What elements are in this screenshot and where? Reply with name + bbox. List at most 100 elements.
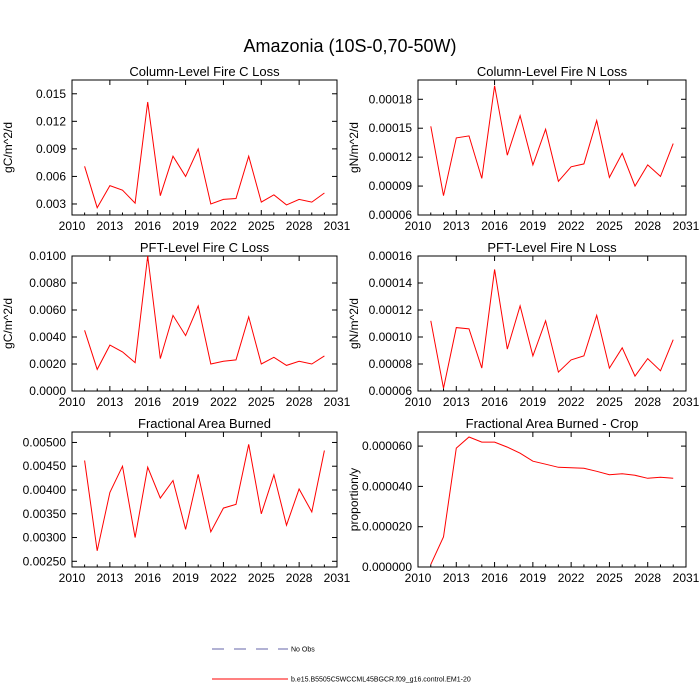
legend-no-obs-label: No Obs: [291, 647, 315, 654]
y-tick-label: 0.000040: [362, 479, 412, 493]
x-tick-label: 2010: [59, 571, 86, 585]
x-tick-label: 2013: [97, 395, 124, 409]
panel-title: Fractional Area Burned: [138, 416, 271, 431]
y-tick-label: 0.00012: [369, 150, 413, 164]
y-tick-label: 0.00400: [23, 483, 67, 497]
x-tick-label: 2025: [596, 571, 623, 585]
y-tick-label: 0.009: [36, 142, 66, 156]
y-tick-label: 0.00300: [23, 531, 67, 545]
y-tick-label: 0.00500: [23, 435, 67, 449]
y-tick-label: 0.00018: [369, 92, 413, 106]
series-line: [84, 255, 325, 371]
y-axis-label: gN/m^2/d: [347, 298, 361, 349]
x-tick-label: 2031: [324, 395, 351, 409]
y-tick-label: 0.000020: [362, 520, 412, 534]
panel-title: Column-Level Fire N Loss: [477, 64, 628, 79]
x-tick-label: 2016: [134, 395, 161, 409]
y-tick-label: 0.00010: [369, 330, 413, 344]
panel-title: PFT-Level Fire C Loss: [140, 240, 270, 255]
x-tick-label: 2028: [286, 395, 313, 409]
x-tick-label: 2010: [405, 219, 432, 233]
x-tick-label: 2025: [248, 571, 275, 585]
y-tick-label: 0.012: [36, 114, 66, 128]
x-tick-label: 2019: [172, 395, 199, 409]
y-tick-label: 0.00008: [369, 357, 413, 371]
y-axis-label: gC/m^2/d: [1, 122, 15, 173]
plot-frame: [417, 431, 687, 568]
panel-title: Fractional Area Burned - Crop: [466, 416, 639, 431]
x-tick-label: 2028: [634, 219, 661, 233]
x-tick-label: 2022: [558, 219, 585, 233]
x-tick-label: 2028: [286, 219, 313, 233]
x-tick-label: 2016: [481, 571, 508, 585]
plot-frame: [417, 255, 687, 392]
y-axis-label: gN/m^2/d: [347, 122, 361, 173]
plot-frame: [417, 79, 687, 216]
x-tick-label: 2010: [405, 571, 432, 585]
x-tick-label: 2022: [558, 571, 585, 585]
x-tick-label: 2019: [172, 219, 199, 233]
x-tick-label: 2013: [443, 571, 470, 585]
plot-frame: [71, 255, 338, 392]
y-tick-label: 0.0080: [29, 276, 66, 290]
y-axis-label: proportion/y: [347, 468, 361, 531]
x-tick-label: 2028: [634, 395, 661, 409]
x-tick-label: 2010: [59, 395, 86, 409]
x-tick-label: 2031: [324, 571, 351, 585]
y-tick-label: 0.0060: [29, 303, 66, 317]
y-tick-label: 0.00014: [369, 276, 413, 290]
y-tick-label: 0.0020: [29, 357, 66, 371]
figure-title: Amazonia (10S-0,70-50W): [243, 36, 456, 56]
y-tick-label: 0.006: [36, 169, 66, 183]
x-tick-label: 2031: [324, 219, 351, 233]
x-tick-label: 2010: [59, 219, 86, 233]
x-tick-label: 2022: [210, 395, 237, 409]
x-tick-label: 2025: [596, 395, 623, 409]
x-tick-label: 2016: [134, 219, 161, 233]
series-line: [430, 85, 674, 196]
x-tick-label: 2019: [520, 571, 547, 585]
panel-title: PFT-Level Fire N Loss: [487, 240, 617, 255]
series-line: [84, 101, 325, 209]
x-tick-label: 2028: [634, 571, 661, 585]
chart-panel-3: PFT-Level Fire C Loss 2010 2013 2016 2019 202…: [1, 240, 351, 409]
y-tick-label: 0.00450: [23, 459, 67, 473]
y-tick-label: 0.0100: [29, 249, 66, 263]
x-tick-label: 2031: [673, 219, 700, 233]
panel-title: Column-Level Fire C Loss: [129, 64, 280, 79]
y-tick-label: 0.00009: [369, 179, 413, 193]
series-line: [430, 269, 674, 389]
y-tick-label: 0.00006: [369, 208, 413, 222]
plot-frame: [71, 431, 338, 568]
x-tick-label: 2016: [134, 571, 161, 585]
x-tick-label: 2019: [520, 395, 547, 409]
x-tick-label: 2025: [248, 219, 275, 233]
x-tick-label: 2019: [520, 219, 547, 233]
x-tick-label: 2022: [210, 219, 237, 233]
chart-panel-6: Fractional Area Burned - Crop 2010 2013 201…: [347, 416, 700, 585]
y-tick-label: 0.00016: [369, 249, 413, 263]
y-tick-label: 0.0040: [29, 330, 66, 344]
x-tick-label: 2016: [481, 219, 508, 233]
panels-group: Column-Level Fire C Loss 2010 2013 2016 2019…: [1, 64, 700, 585]
x-tick-label: 2025: [248, 395, 275, 409]
x-tick-label: 2031: [673, 395, 700, 409]
x-tick-label: 2022: [558, 395, 585, 409]
chart-panel-1: Column-Level Fire C Loss 2010 2013 2016 2019…: [1, 64, 351, 233]
y-axis-label: gC/m^2/d: [1, 298, 15, 349]
x-tick-label: 2010: [405, 395, 432, 409]
x-tick-label: 2013: [97, 571, 124, 585]
y-tick-label: 0.0000: [29, 384, 66, 398]
chart-panel-2: Column-Level Fire N Loss 2010 2013 2016 2019…: [347, 64, 700, 233]
y-tick-label: 0.015: [36, 87, 66, 101]
x-tick-label: 2013: [443, 219, 470, 233]
y-tick-label: 0.00350: [23, 507, 67, 521]
x-tick-label: 2025: [596, 219, 623, 233]
y-tick-label: 0.003: [36, 197, 66, 211]
plot-frame: [71, 79, 338, 216]
x-tick-label: 2019: [172, 571, 199, 585]
y-tick-label: 0.000000: [362, 560, 412, 574]
x-tick-label: 2028: [286, 571, 313, 585]
y-tick-label: 0.00250: [23, 554, 67, 568]
